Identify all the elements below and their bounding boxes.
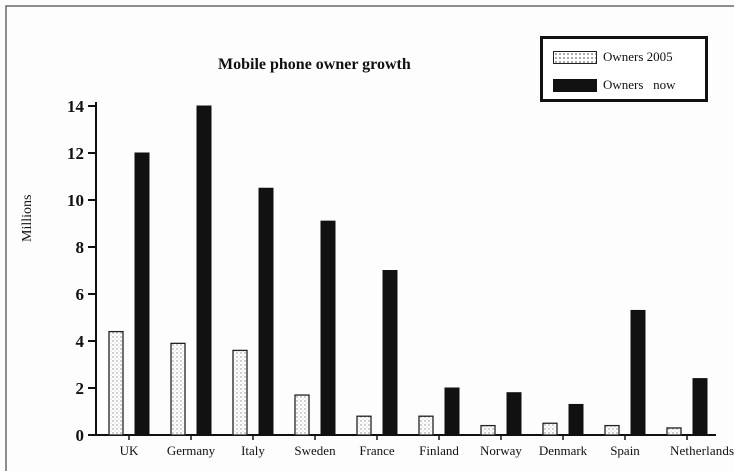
bar-owners-2005: [604, 424, 620, 436]
chart-title: Mobile phone owner growth: [218, 56, 411, 73]
y-tick-label: 12: [67, 144, 84, 163]
y-tick-label: 8: [76, 238, 85, 257]
legend-item-owners-now: Owners now: [553, 77, 676, 93]
y-tick-label: 2: [76, 379, 85, 398]
bar-owners-now: [134, 152, 150, 436]
bar-owners-2005: [170, 342, 186, 436]
bar-owners-2005: [542, 422, 558, 436]
legend-item-owners-2005: Owners 2005: [553, 49, 673, 65]
page-border: [5, 5, 734, 471]
legend-label-owners-now: Owners now: [603, 77, 676, 92]
bar-owners-2005: [294, 394, 310, 436]
legend-label-owners-2005: Owners 2005: [603, 49, 673, 64]
legend: Owners 2005 Owners now: [540, 36, 708, 102]
bar-owners-now: [692, 378, 708, 436]
bar-owners-now: [568, 403, 584, 436]
bar-owners-2005: [666, 427, 682, 436]
bar-owners-now: [444, 387, 460, 436]
x-tick-label: Finland: [419, 443, 459, 458]
x-tick-label: Germany: [167, 443, 216, 458]
axes-layer: [95, 102, 716, 436]
bar-owners-now: [506, 392, 522, 436]
y-tick-label: 4: [76, 332, 85, 351]
x-tick-label: UK: [120, 443, 139, 458]
y-tick-label: 6: [76, 285, 85, 304]
bar-owners-2005: [480, 424, 496, 436]
bars-layer: [108, 105, 708, 436]
x-tick-label: Spain: [610, 443, 640, 458]
x-tick-label: Norway: [480, 443, 522, 458]
x-tick-label: France: [359, 443, 395, 458]
x-tick-label: Netherlands: [670, 443, 734, 458]
x-tick-label: Sweden: [294, 443, 336, 458]
legend-swatch-owners-now: [553, 78, 597, 92]
legend-swatch-owners-2005: [553, 50, 597, 64]
bar-owners-2005: [418, 415, 434, 436]
ticks-layer: 0 2 4 6 8 10 12 14 UK Germany Italy Sweden France Fin…: [67, 97, 734, 458]
y-tick-label: 0: [76, 426, 85, 445]
bar-owners-2005: [232, 349, 248, 436]
y-axis-label: Millions: [20, 194, 35, 242]
bar-owners-now: [382, 270, 398, 436]
y-tick-label: 14: [67, 97, 85, 116]
bar-owners-2005: [108, 330, 124, 436]
bar-owners-now: [196, 105, 212, 436]
bar-owners-now: [320, 220, 336, 436]
x-tick-label: Italy: [241, 443, 265, 458]
bar-owners-2005: [356, 415, 372, 436]
bar-owners-now: [630, 309, 646, 436]
y-tick-label: 10: [67, 191, 84, 210]
bar-owners-now: [258, 187, 274, 436]
x-tick-label: Denmark: [539, 443, 588, 458]
